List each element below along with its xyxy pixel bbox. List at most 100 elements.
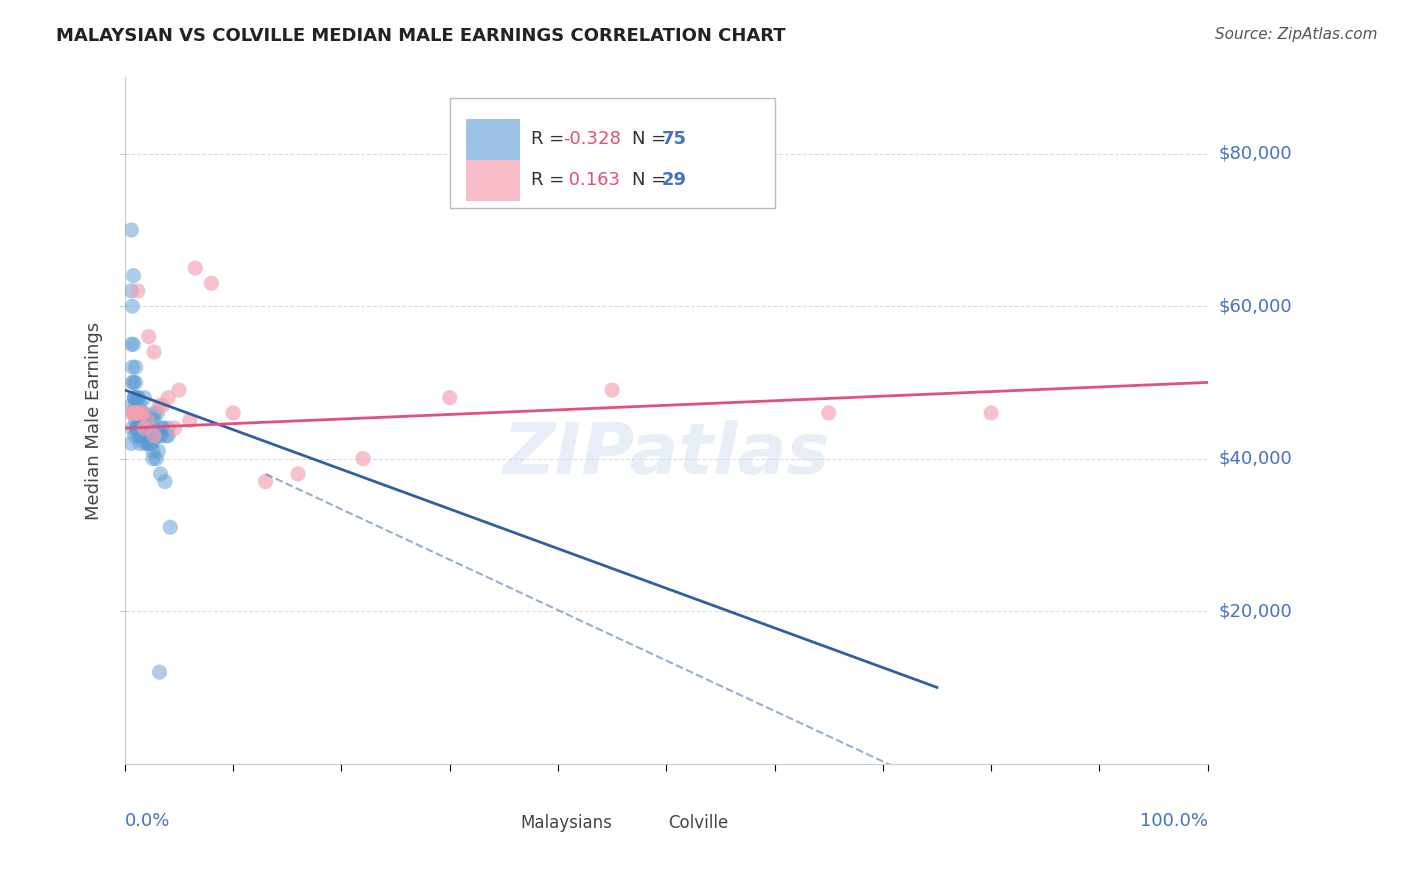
Point <box>122 268 145 283</box>
Point <box>127 406 149 420</box>
Point <box>124 413 146 427</box>
Point <box>155 429 177 443</box>
Point <box>120 436 142 450</box>
Point <box>132 429 155 443</box>
Point <box>125 421 148 435</box>
Point <box>134 436 156 450</box>
Point <box>287 467 309 481</box>
Point <box>127 391 149 405</box>
Point <box>143 345 166 359</box>
Point <box>120 337 142 351</box>
Point <box>128 406 150 420</box>
Point <box>222 406 245 420</box>
Point <box>124 398 146 412</box>
Point <box>179 413 201 427</box>
Point <box>121 376 143 390</box>
Text: N =: N = <box>631 130 672 148</box>
Point <box>152 421 174 435</box>
Point <box>352 451 374 466</box>
Point <box>120 284 142 298</box>
Point <box>134 391 156 405</box>
FancyBboxPatch shape <box>630 810 664 838</box>
Text: MALAYSIAN VS COLVILLE MEDIAN MALE EARNINGS CORRELATION CHART: MALAYSIAN VS COLVILLE MEDIAN MALE EARNIN… <box>56 27 786 45</box>
Text: $80,000: $80,000 <box>1219 145 1292 162</box>
Point <box>138 329 160 343</box>
Point <box>146 406 169 420</box>
Point <box>148 429 170 443</box>
Text: 0.0%: 0.0% <box>125 812 170 830</box>
Point <box>124 391 146 405</box>
Point <box>129 429 152 443</box>
Point <box>124 391 146 405</box>
Point <box>157 421 180 435</box>
Point <box>128 429 150 443</box>
Text: Malaysians: Malaysians <box>520 814 612 832</box>
Point <box>148 398 170 412</box>
Point <box>143 429 166 443</box>
Text: $40,000: $40,000 <box>1219 450 1292 467</box>
Text: R =: R = <box>531 171 569 189</box>
Point <box>134 413 156 427</box>
Point <box>143 413 166 427</box>
Point <box>120 398 142 412</box>
FancyBboxPatch shape <box>465 160 520 201</box>
Point <box>134 421 156 435</box>
Point <box>125 421 148 435</box>
Point <box>135 413 157 427</box>
Point <box>138 436 160 450</box>
Point <box>131 406 153 420</box>
Point <box>148 665 170 680</box>
Point <box>141 436 163 450</box>
Point <box>141 413 163 427</box>
Point <box>152 398 174 412</box>
Point <box>121 421 143 435</box>
Point <box>143 406 166 420</box>
Point <box>142 451 165 466</box>
Point <box>134 421 156 435</box>
Point <box>980 406 1002 420</box>
Point <box>136 421 159 435</box>
Point <box>600 383 623 397</box>
Point <box>124 406 146 420</box>
Point <box>134 421 156 435</box>
Point <box>127 406 149 420</box>
FancyBboxPatch shape <box>450 98 775 208</box>
Point <box>184 261 207 276</box>
Point <box>131 406 153 420</box>
Point <box>149 467 172 481</box>
Point <box>131 429 153 443</box>
Point <box>135 429 157 443</box>
Text: 100.0%: 100.0% <box>1140 812 1208 830</box>
Point <box>120 223 142 237</box>
Point <box>129 398 152 412</box>
Point <box>145 451 167 466</box>
Point <box>167 383 190 397</box>
Text: R =: R = <box>531 130 569 148</box>
Point <box>148 444 170 458</box>
Point <box>149 429 172 443</box>
Point <box>817 406 839 420</box>
Point <box>132 421 155 435</box>
Text: 75: 75 <box>662 130 688 148</box>
Point <box>159 520 181 534</box>
Point <box>129 406 152 420</box>
Point <box>127 391 149 405</box>
Text: 0.163: 0.163 <box>564 171 620 189</box>
Text: -0.328: -0.328 <box>564 130 621 148</box>
Point <box>163 421 186 435</box>
Point <box>129 406 152 420</box>
Text: Source: ZipAtlas.com: Source: ZipAtlas.com <box>1215 27 1378 42</box>
Text: Colville: Colville <box>668 814 728 832</box>
Text: 29: 29 <box>662 171 688 189</box>
Point <box>157 429 180 443</box>
FancyBboxPatch shape <box>484 810 517 838</box>
Point <box>122 337 145 351</box>
Point <box>124 360 146 375</box>
Point <box>200 277 222 291</box>
Point <box>157 391 180 405</box>
Point <box>138 429 160 443</box>
Point <box>254 475 277 489</box>
Text: $60,000: $60,000 <box>1219 297 1292 315</box>
Point <box>124 391 146 405</box>
Point <box>136 413 159 427</box>
